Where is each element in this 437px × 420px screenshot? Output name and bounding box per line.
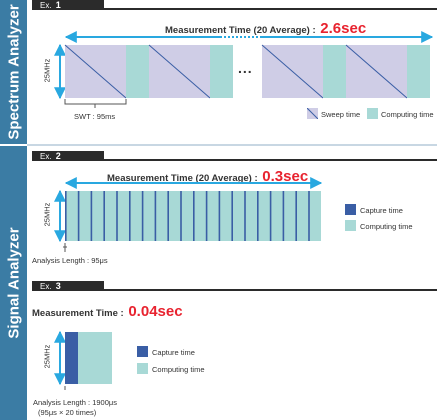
ex3-legend-capture-swatch: [137, 346, 148, 357]
ex1-title-text: Measurement Time (20 Average) :: [165, 25, 316, 36]
ex1-measurement-value: 2.6sec: [320, 20, 367, 37]
ex1-legend-sweep-swatch: [307, 108, 318, 119]
ex3-title: Measurement Time : 0.04sec: [32, 303, 183, 320]
ex1-divider: [32, 8, 437, 10]
ex3-divider: [32, 289, 437, 291]
ex3-tab-number: 3: [55, 281, 61, 291]
ex2-diagram: [54, 177, 323, 252]
ex2-capture-stripe: [180, 191, 182, 241]
ex1-freq-label: 25MHz: [42, 58, 52, 83]
ex3-analysis-line2: (95μs × 20 times): [38, 408, 97, 417]
ex3-legend-capture-label: Capture time: [152, 348, 195, 357]
ex2-capture-stripe: [103, 191, 105, 241]
ex1-compute-block-1: [126, 45, 149, 98]
ex1-swt-bracket: [64, 99, 127, 105]
ex3-title-text: Measurement Time :: [32, 308, 124, 319]
ex1-sweep-line-4: [345, 44, 408, 99]
ex2-capture-stripe: [269, 191, 272, 241]
ex2-legend-capture-swatch: [345, 204, 356, 215]
ex3-freq-label: 25MHz: [42, 344, 52, 369]
ex1-compute-block-3: [323, 45, 346, 98]
ex1-ellipsis: ...: [238, 60, 253, 76]
ex1-compute-block-2: [210, 45, 233, 98]
ex2-capture-stripe: [308, 191, 310, 241]
ex2-freq-label: 25MHz: [42, 202, 52, 227]
ex2-tab: Ex. 2: [32, 151, 104, 161]
ex2-capture-stripe: [257, 191, 259, 241]
ex1-swt-label: SWT : 95ms: [74, 112, 116, 121]
ex3-measurement-value: 0.04sec: [128, 303, 183, 320]
ex2-capture-stripe: [218, 191, 221, 241]
ex2-capture-stripe: [154, 191, 157, 241]
ex2-capture-stripe: [116, 191, 118, 241]
section-separator: [27, 144, 437, 146]
ex1-sweep-line-1: [64, 44, 127, 99]
ex2-capture-stripe: [231, 191, 233, 241]
ex2-capture-stripe: [77, 191, 80, 241]
ex2-legend-computing-swatch: [345, 220, 356, 231]
ex1-tab-number: 1: [55, 0, 61, 10]
ex2-capture-stripe: [205, 191, 208, 241]
ex2-capture-stripe: [167, 191, 169, 241]
ex2-capture-stripe: [295, 191, 297, 241]
ex1-tab: Ex. 1: [32, 0, 104, 10]
ex2-legend-computing-label: Computing time: [360, 222, 413, 231]
ex1-legend-computing-label: Computing time: [381, 110, 434, 119]
ex2-tab-number: 2: [55, 151, 61, 161]
ex1-sweep-line-3: [261, 44, 324, 99]
ex2-capture-stripe: [193, 191, 195, 241]
ex1-compute-block-4: [407, 45, 430, 98]
ex3-diagram: [54, 330, 112, 390]
ex1-legend-computing-swatch: [367, 108, 378, 119]
ex3-tab-prefix: Ex.: [40, 282, 52, 291]
ex3-legend-computing-label: Computing time: [152, 365, 205, 374]
ex2-capture-stripe: [141, 191, 144, 241]
ex2-tab-prefix: Ex.: [40, 152, 52, 161]
ex3-legend-computing-swatch: [137, 363, 148, 374]
ex3-computing-block: [78, 332, 112, 384]
sidebar-signal-analyzer: Signal Analyzer: [0, 146, 27, 420]
ex3-capture-block: [65, 332, 78, 384]
ex3-analysis-line1: Analysis Length : 1900μs: [33, 398, 117, 407]
ex1-sweep-line-2: [148, 44, 211, 99]
ex2-capture-stripe: [282, 191, 285, 241]
ex2-analysis-bracket: [63, 243, 67, 248]
ex2-capture-stripe: [129, 191, 131, 241]
sidebar-spectrum-analyzer: Spectrum Analyzer: [0, 0, 27, 144]
ex1-diagram: [54, 31, 434, 108]
ex1-legend-sweep-label: Sweep time: [321, 110, 361, 119]
ex1-tab-prefix: Ex.: [40, 1, 52, 10]
ex2-capture-stripe: [65, 191, 67, 241]
ex2-divider: [32, 159, 437, 161]
ex2-capture-stripe: [90, 191, 93, 241]
ex1-title: Measurement Time (20 Average) : 2.6sec: [165, 20, 366, 37]
ex2-capture-stripe: [244, 191, 246, 241]
ex3-tab: Ex. 3: [32, 281, 104, 291]
ex2-analysis-label: Analysis Length : 95μs: [32, 256, 108, 265]
ex2-legend-capture-label: Capture time: [360, 206, 403, 215]
